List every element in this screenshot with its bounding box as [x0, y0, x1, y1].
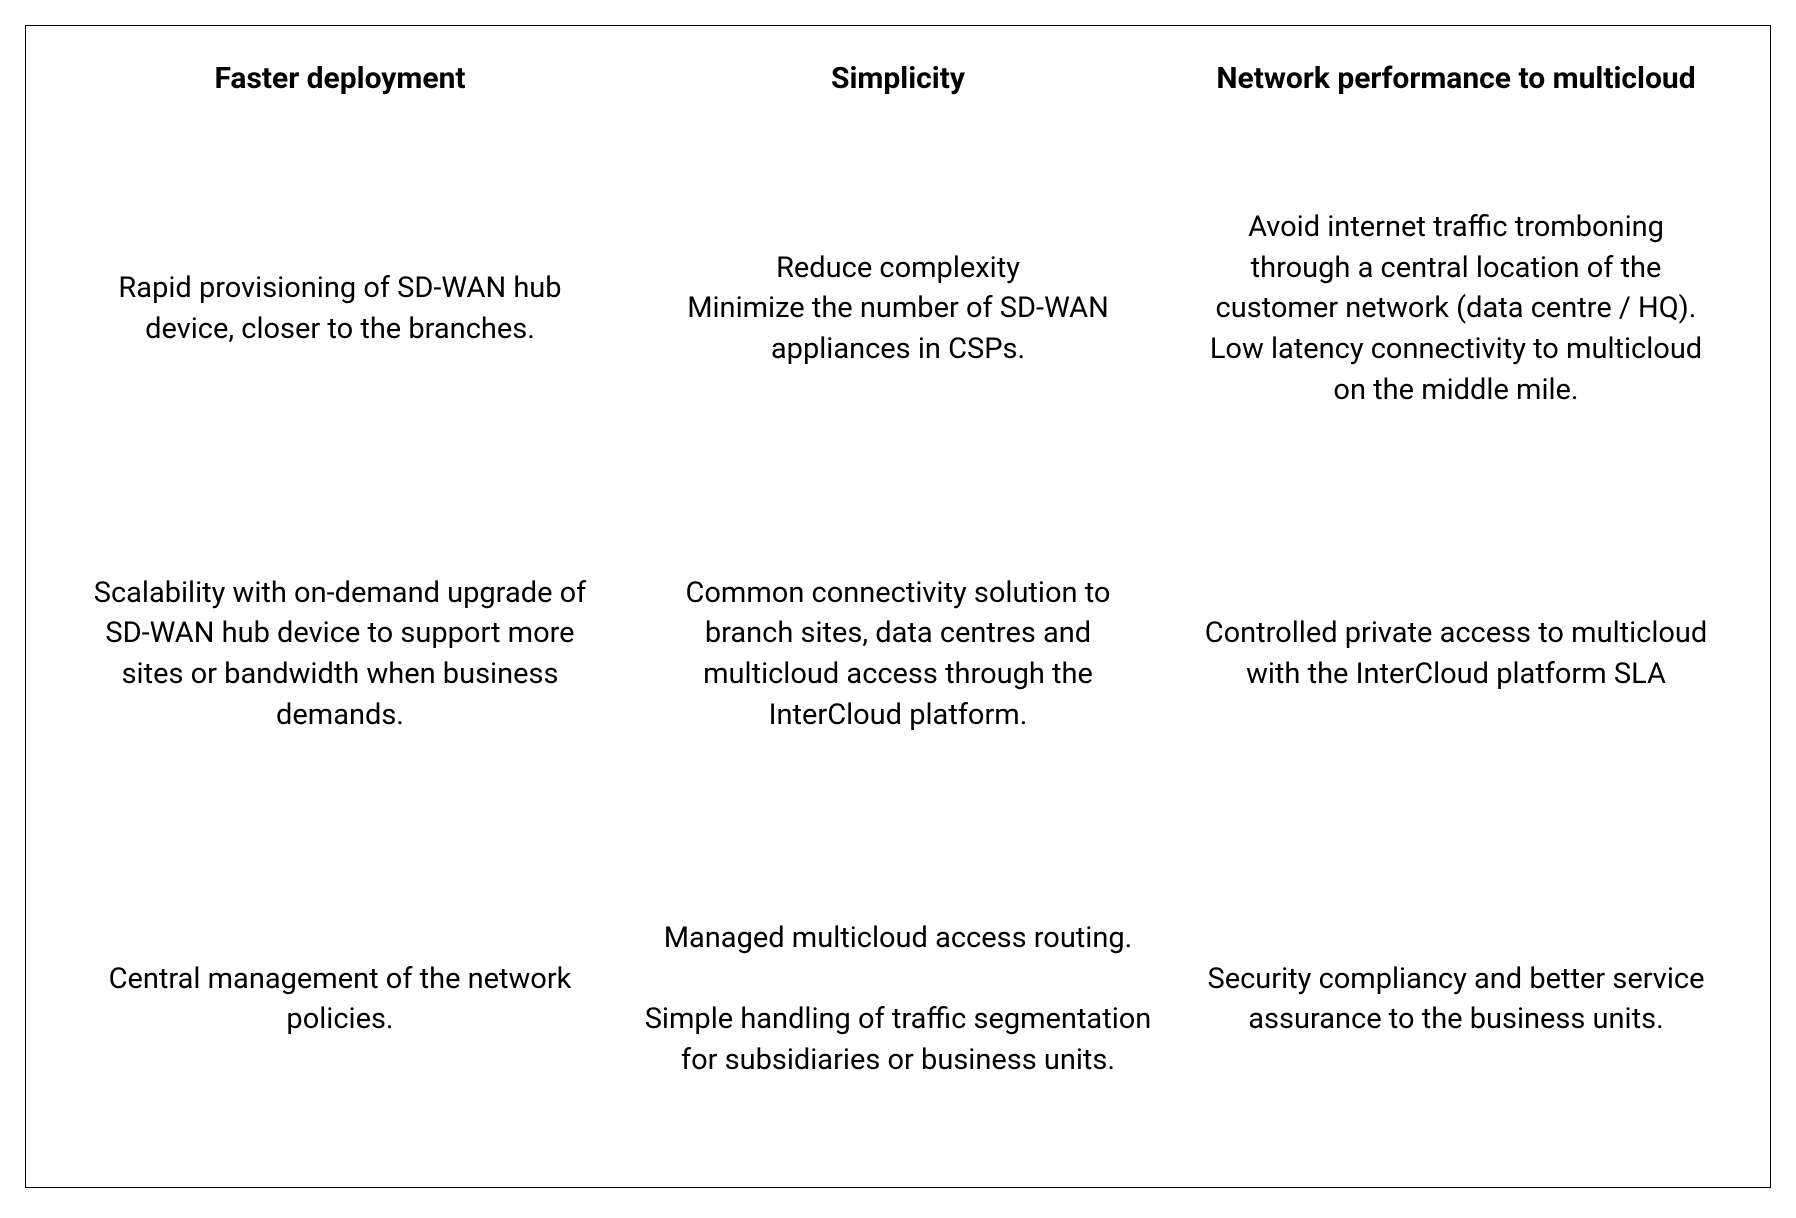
table-grid: Faster deployment Simplicity Network per… — [76, 61, 1720, 1157]
column-header: Faster deployment — [76, 61, 604, 121]
table-cell: Scalability with on-demand upgrade of SD… — [76, 496, 604, 811]
table-cell: Security compliancy and better service a… — [1192, 842, 1720, 1157]
column-header: Simplicity — [634, 61, 1162, 121]
table-cell: Common connectivity solution to branch s… — [634, 496, 1162, 811]
table-cell: Central management of the network polici… — [76, 842, 604, 1157]
table-cell: Managed multicloud access routing. Simpl… — [634, 842, 1162, 1157]
comparison-table: Faster deployment Simplicity Network per… — [25, 25, 1771, 1188]
column-header: Network performance to multicloud — [1192, 61, 1720, 121]
table-cell: Controlled private access to multicloud … — [1192, 496, 1720, 811]
table-cell: Reduce complexity Minimize the number of… — [634, 151, 1162, 466]
table-cell: Avoid internet traffic tromboning throug… — [1192, 151, 1720, 466]
table-cell: Rapid provisioning of SD-WAN hub device,… — [76, 151, 604, 466]
